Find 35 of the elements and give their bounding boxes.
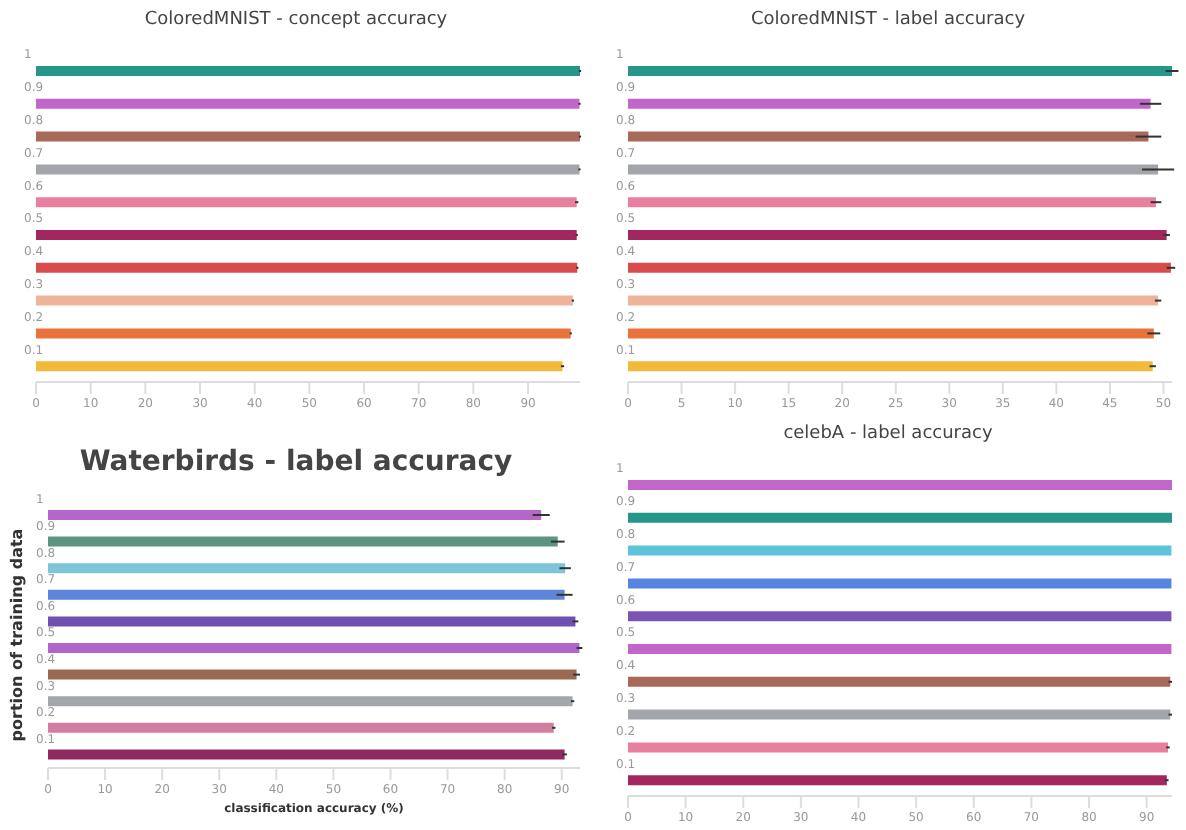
bar [48,696,573,707]
bar [48,749,565,760]
bar [628,262,1171,273]
bar [36,197,577,208]
bar [628,295,1159,306]
bar [628,328,1154,339]
bar [628,98,1151,109]
bar [36,262,578,273]
bar [48,589,565,600]
bar [48,510,542,520]
y-axis-title: portion of training data [7,528,26,742]
bar [36,230,577,240]
bar [628,131,1149,142]
bar [48,536,558,547]
bar [48,616,576,627]
bar [36,66,580,76]
chart-title: ColoredMNIST - concept accuracy [142,10,450,34]
bar [628,66,1172,76]
bar [628,197,1156,208]
bar [36,361,563,372]
bar [36,131,580,142]
bar [36,164,580,175]
bar [36,98,580,109]
chart-title: ColoredMNIST - label accuracy [748,10,1028,34]
bar [48,643,580,653]
bar [628,230,1167,240]
bar [36,295,573,306]
chart-title: Waterbirds - label accuracy [77,446,515,482]
bar [48,669,577,680]
bar [48,563,566,574]
bar [48,722,554,733]
chart-title: celebA - label accuracy [781,424,995,448]
bar [36,328,571,339]
bar [628,164,1159,175]
bar [628,361,1153,372]
